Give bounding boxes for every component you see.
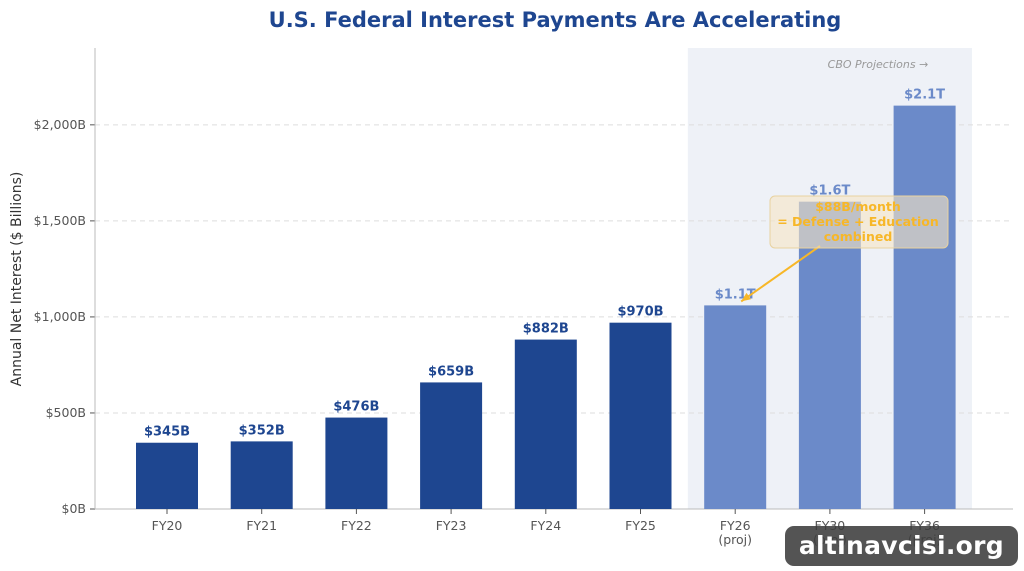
data-label-fy24: $882B <box>523 322 569 337</box>
chart-title: U.S. Federal Interest Payments Are Accel… <box>269 8 842 32</box>
data-label-fy25: $970B <box>617 305 663 320</box>
bar-fy21 <box>230 441 293 509</box>
bar-fy23 <box>420 382 483 509</box>
y-tick-label: $500B <box>46 405 86 420</box>
bar-label-layer: $345B $352B$476B$659B$882B$970B$1.1T$1.6T… <box>144 88 945 440</box>
x-tick-sublabel: (proj) <box>718 532 752 547</box>
x-tick-label: FY21 <box>246 518 277 533</box>
x-tick-label: FY20 <box>152 518 183 533</box>
bar-fy22 <box>325 417 388 509</box>
y-tick-label: $2,000B <box>34 117 86 132</box>
annotation-line: $88B/month <box>815 199 901 214</box>
y-tick-label: $1,500B <box>34 213 86 228</box>
y-tick-label: $1,000B <box>34 309 86 324</box>
y-tick-label: $0B <box>62 501 86 516</box>
bar-fy20 <box>136 442 198 509</box>
annotation-box <box>769 195 949 249</box>
data-label-fy20: $345B <box>144 425 190 440</box>
bar-fy25 <box>609 322 672 509</box>
annotation-line: combined <box>824 229 893 244</box>
bar-fy24 <box>514 339 577 509</box>
data-label-fy30: $1.6T <box>809 184 850 199</box>
x-tick-label: FY23 <box>436 518 467 533</box>
projection-region-label: CBO Projections → <box>828 58 929 71</box>
x-tick-label: FY25 <box>625 518 656 533</box>
data-label-fy22: $476B <box>333 400 379 415</box>
x-tick-label: FY22 <box>341 518 372 533</box>
annotation-arrow <box>740 245 821 303</box>
annotation-arrowhead <box>741 292 751 302</box>
annotation-line: = Defense + Education <box>777 214 939 229</box>
data-label-fy21: $352B <box>239 423 285 438</box>
watermark: altinavcisi.org <box>784 526 1018 566</box>
data-label-fy23: $659B <box>428 364 474 379</box>
bar-fy26 <box>704 305 767 509</box>
x-tick-label: FY24 <box>530 518 561 533</box>
x-tick-label: FY26 <box>720 518 751 533</box>
y-axis-label: Annual Net Interest ($ Billions) <box>9 172 25 387</box>
bar-fy36 <box>893 105 956 509</box>
data-label-fy36: $2.1T <box>904 88 945 103</box>
